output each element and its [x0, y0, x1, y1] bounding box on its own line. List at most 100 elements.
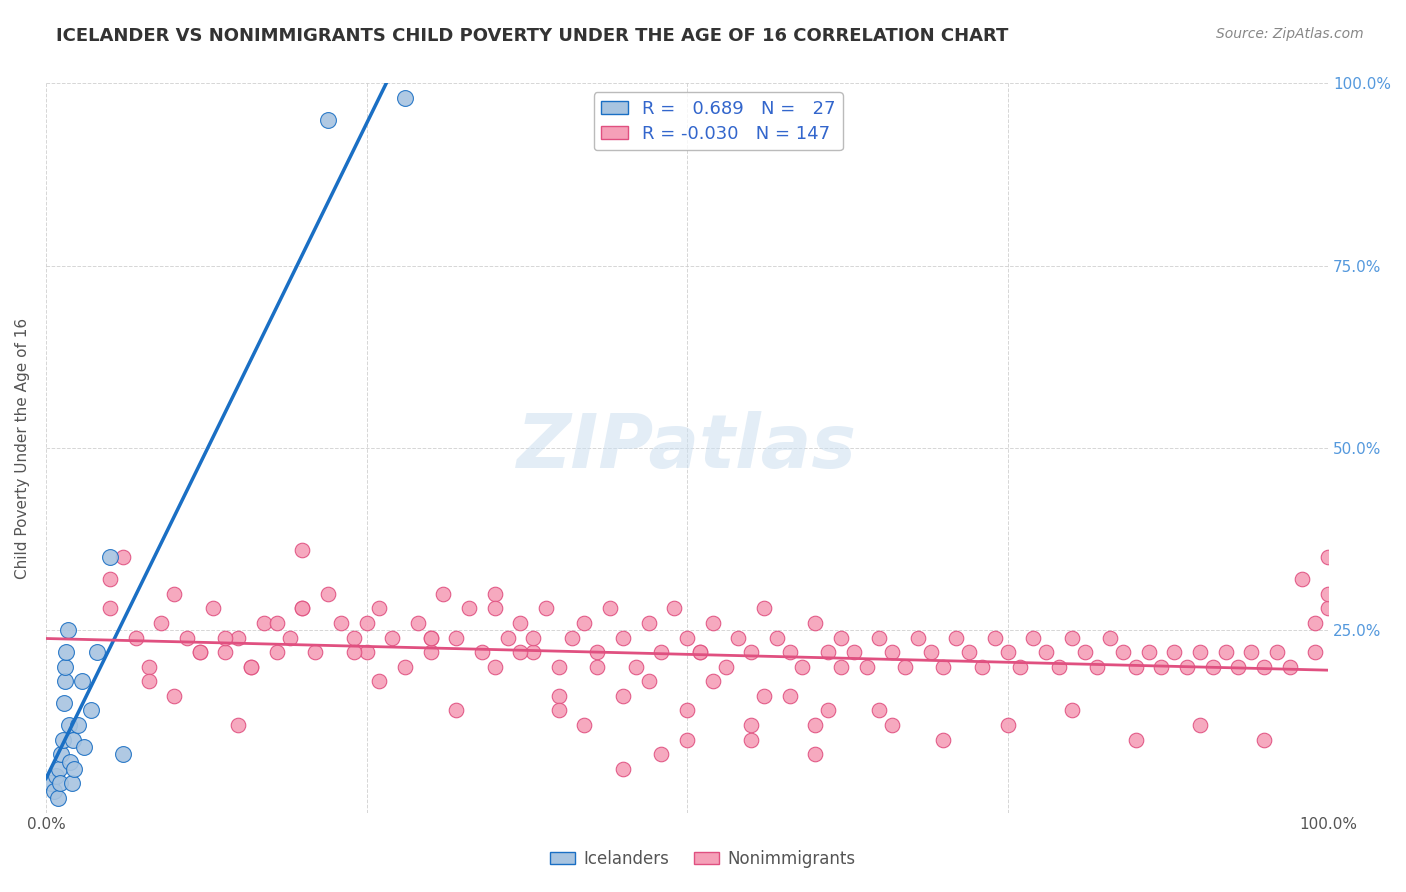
Point: [368, 674, 391, 689]
Point: [1099, 631, 1122, 645]
Point: [70, 674, 93, 689]
Point: [46, 791, 69, 805]
Point: [51, 747, 73, 762]
Legend: Icelanders, Nonimmigrants: Icelanders, Nonimmigrants: [544, 844, 862, 875]
Point: [907, 631, 929, 645]
Point: [740, 645, 762, 659]
Point: [138, 674, 160, 689]
Point: [52, 696, 75, 710]
Point: [163, 587, 186, 601]
Point: [920, 645, 942, 659]
Point: [855, 659, 877, 673]
Point: [188, 645, 211, 659]
Point: [702, 674, 724, 689]
Text: Source: ZipAtlas.com: Source: ZipAtlas.com: [1216, 27, 1364, 41]
Point: [226, 631, 249, 645]
Point: [406, 615, 429, 630]
Point: [1060, 703, 1083, 717]
Point: [522, 645, 544, 659]
Point: [278, 631, 301, 645]
Point: [419, 631, 441, 645]
Point: [612, 762, 634, 776]
Point: [997, 718, 1019, 732]
Point: [945, 631, 967, 645]
Point: [1047, 659, 1070, 673]
Point: [52, 732, 75, 747]
Point: [42, 783, 65, 797]
Point: [779, 689, 801, 703]
Point: [650, 645, 672, 659]
Point: [496, 631, 519, 645]
Point: [1175, 659, 1198, 673]
Point: [1010, 659, 1032, 673]
Point: [1317, 601, 1340, 615]
Point: [53, 674, 76, 689]
Point: [343, 645, 366, 659]
Point: [752, 601, 775, 615]
Point: [1112, 645, 1135, 659]
Point: [676, 631, 699, 645]
Point: [1253, 732, 1275, 747]
Point: [86, 645, 108, 659]
Point: [253, 615, 276, 630]
Point: [1240, 645, 1263, 659]
Point: [727, 631, 749, 645]
Point: [48, 762, 70, 776]
Point: [98, 601, 121, 615]
Point: [163, 689, 186, 703]
Point: [676, 732, 699, 747]
Point: [356, 645, 378, 659]
Point: [1125, 659, 1147, 673]
Point: [484, 587, 506, 601]
Point: [138, 659, 160, 673]
Point: [150, 615, 173, 630]
Point: [868, 631, 890, 645]
Point: [714, 659, 737, 673]
Point: [1137, 645, 1160, 659]
Point: [201, 601, 224, 615]
Point: [1317, 587, 1340, 601]
Point: [522, 631, 544, 645]
Point: [419, 645, 441, 659]
Legend: R =   0.689   N =   27, R = -0.030   N = 147: R = 0.689 N = 27, R = -0.030 N = 147: [593, 93, 844, 150]
Point: [56, 624, 79, 638]
Point: [458, 601, 481, 615]
Point: [957, 645, 980, 659]
Point: [226, 718, 249, 732]
Point: [316, 587, 339, 601]
Point: [804, 718, 827, 732]
Point: [111, 747, 134, 762]
Point: [1085, 659, 1108, 673]
Point: [740, 732, 762, 747]
Point: [59, 755, 82, 769]
Point: [49, 776, 72, 790]
Point: [1022, 631, 1045, 645]
Point: [304, 645, 326, 659]
Point: [53, 659, 76, 673]
Point: [740, 718, 762, 732]
Point: [689, 645, 711, 659]
Point: [561, 631, 583, 645]
Point: [932, 732, 955, 747]
Point: [125, 631, 148, 645]
Point: [804, 615, 827, 630]
Point: [534, 601, 557, 615]
Point: [650, 747, 672, 762]
Point: [446, 631, 468, 645]
Point: [240, 659, 263, 673]
Point: [1278, 659, 1301, 673]
Point: [574, 615, 596, 630]
Point: [804, 747, 827, 762]
Point: [39, 776, 62, 790]
Point: [586, 659, 609, 673]
Point: [58, 718, 80, 732]
Point: [830, 631, 852, 645]
Point: [55, 645, 77, 659]
Point: [316, 112, 339, 127]
Point: [792, 659, 814, 673]
Point: [689, 645, 711, 659]
Point: [1253, 659, 1275, 673]
Point: [612, 689, 634, 703]
Point: [73, 739, 96, 754]
Point: [343, 631, 366, 645]
